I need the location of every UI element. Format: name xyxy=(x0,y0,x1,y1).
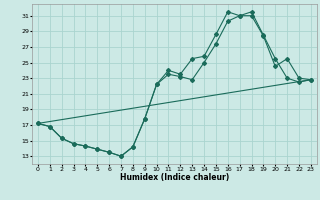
X-axis label: Humidex (Indice chaleur): Humidex (Indice chaleur) xyxy=(120,173,229,182)
